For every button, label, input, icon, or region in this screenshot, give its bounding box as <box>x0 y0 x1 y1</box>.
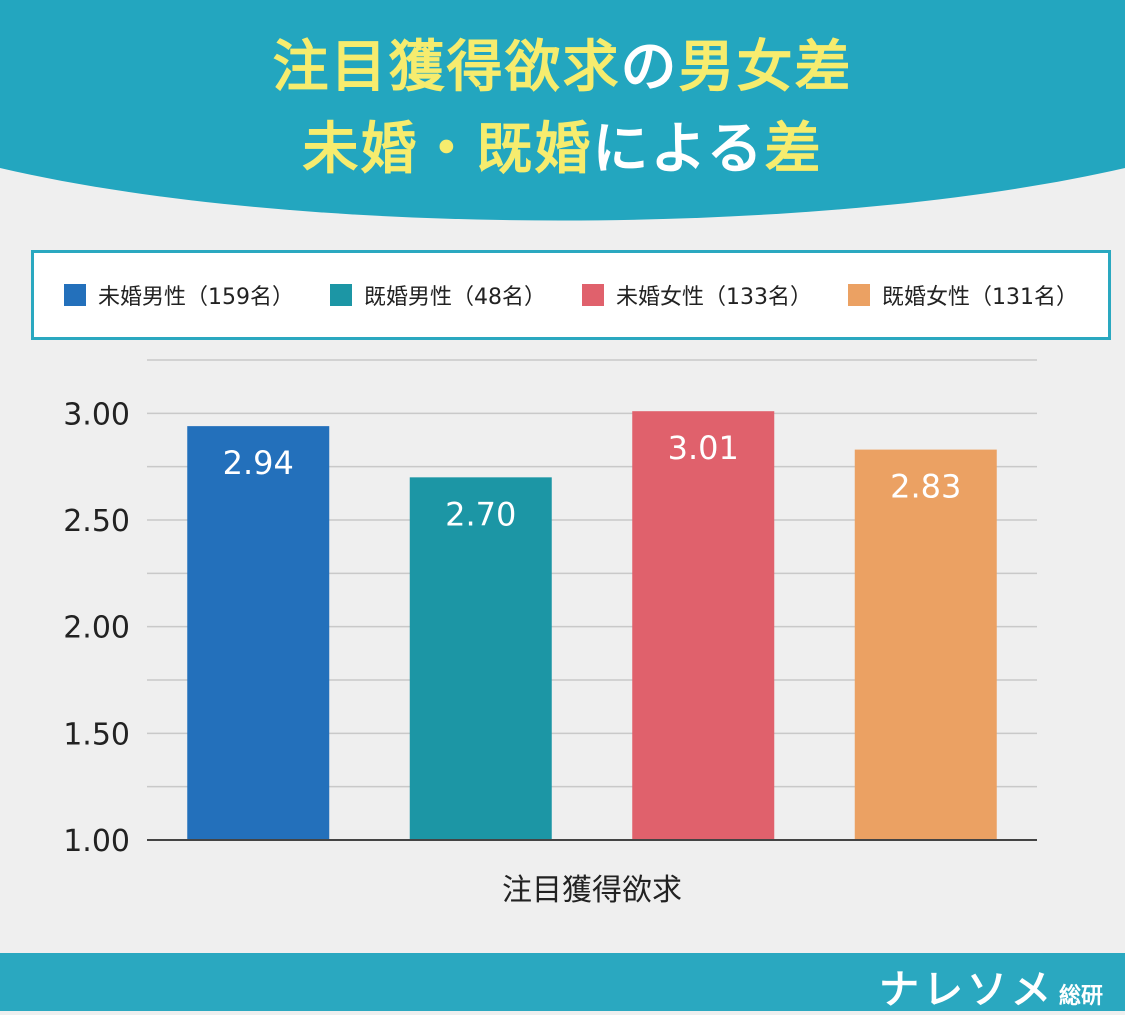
legend: 未婚男性（159名） 既婚男性（48名） 未婚女性（133名） 既婚女性（131名） <box>31 250 1111 340</box>
title-line1-part-1: の <box>620 35 679 100</box>
footer-bar: ナレソメ 総研 <box>0 953 1125 1013</box>
title-line2-part-0: 未婚・既婚 <box>302 117 593 182</box>
title-line1-part-0: 注目獲得欲求 <box>272 35 621 100</box>
legend-item: 未婚男性（159名） <box>64 279 294 311</box>
bar-value-label: 2.70 <box>445 495 516 533</box>
chart-title-line-2: 未婚・既婚による差 <box>0 122 1125 178</box>
y-tick-label: 2.50 <box>63 504 130 539</box>
bar <box>409 477 552 840</box>
logo-sub-text: 総研 <box>1058 984 1103 1009</box>
legend-label: 既婚男性（48名） <box>364 285 546 310</box>
bar <box>632 411 775 840</box>
bar-value-label: 2.94 <box>223 444 294 482</box>
legend-swatch <box>582 284 604 306</box>
bar <box>187 426 330 840</box>
bar-value-label: 2.83 <box>890 468 961 506</box>
chart-title-line-1: 注目獲得欲求の男女差 <box>0 40 1125 96</box>
y-tick-label: 2.00 <box>63 611 130 646</box>
legend-item: 既婚女性（131名） <box>848 279 1078 311</box>
legend-label: 未婚女性（133名） <box>616 285 812 310</box>
brand-logo: ナレソメ 総研 <box>879 957 1103 1015</box>
legend-item: 既婚男性（48名） <box>330 279 546 311</box>
header-background <box>0 0 1125 221</box>
title-line1-part-2: 男女差 <box>678 35 853 100</box>
title-line2-part-2: 差 <box>764 117 823 182</box>
bar-chart: 1.00 1.50 2.00 2.50 3.00 2.94 2.70 3.01 2.83 注目獲得… <box>63 359 1037 908</box>
legend-swatch <box>848 284 870 306</box>
y-tick-label: 1.50 <box>63 717 130 752</box>
y-tick-label: 3.00 <box>63 397 130 432</box>
legend-label: 未婚男性（159名） <box>98 285 294 310</box>
bar <box>854 449 997 840</box>
title-line2-part-1: による <box>592 117 765 182</box>
bar-value-label: 3.01 <box>668 429 739 467</box>
x-category-label: 注目獲得欲求 <box>502 873 682 908</box>
legend-item: 未婚女性（133名） <box>582 279 812 311</box>
y-tick-label: 1.00 <box>63 824 130 859</box>
logo-main-text: ナレソメ <box>878 967 1055 1013</box>
legend-swatch <box>64 284 86 306</box>
legend-label: 既婚女性（131名） <box>882 285 1078 310</box>
legend-swatch <box>330 284 352 306</box>
